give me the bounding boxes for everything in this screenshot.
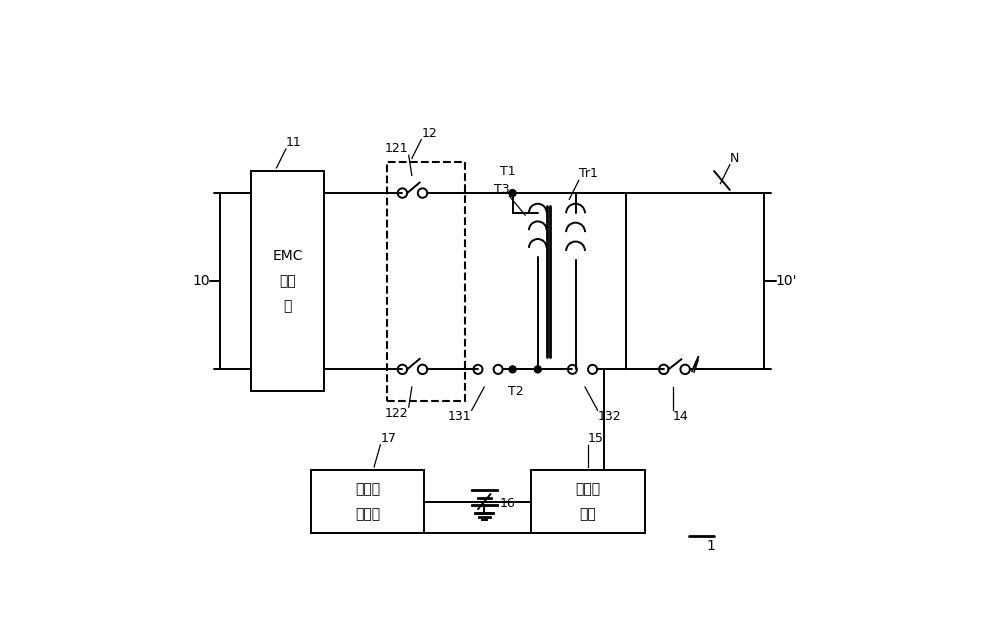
Text: 16: 16	[500, 497, 516, 510]
Text: 10': 10'	[776, 274, 797, 288]
Text: 电系统: 电系统	[355, 507, 380, 521]
Text: 14: 14	[673, 410, 689, 423]
Circle shape	[509, 366, 516, 373]
Text: 滤波: 滤波	[279, 274, 296, 288]
Text: 132: 132	[598, 410, 621, 423]
Text: L: L	[694, 360, 701, 373]
Text: 辅助供: 辅助供	[355, 482, 380, 496]
Text: 10: 10	[192, 274, 210, 288]
FancyBboxPatch shape	[311, 470, 424, 533]
FancyBboxPatch shape	[251, 171, 324, 391]
Text: 器: 器	[283, 299, 292, 313]
Text: 11: 11	[286, 136, 302, 149]
Text: 15: 15	[588, 432, 604, 445]
Text: T1: T1	[500, 165, 516, 177]
Text: 17: 17	[380, 432, 396, 445]
Text: Tr1: Tr1	[579, 167, 598, 181]
Text: 1: 1	[707, 538, 715, 553]
Text: 换器: 换器	[580, 507, 597, 521]
Text: N: N	[730, 152, 739, 165]
Circle shape	[534, 366, 541, 373]
FancyBboxPatch shape	[531, 470, 645, 533]
Text: T3: T3	[494, 183, 509, 197]
Text: 12: 12	[421, 126, 437, 140]
Text: EMC: EMC	[272, 249, 303, 263]
Text: 双向变: 双向变	[576, 482, 601, 496]
Text: 121: 121	[385, 142, 409, 155]
Text: T2: T2	[508, 385, 524, 398]
Circle shape	[509, 189, 516, 197]
Text: 122: 122	[385, 407, 409, 420]
Text: 131: 131	[448, 410, 472, 423]
